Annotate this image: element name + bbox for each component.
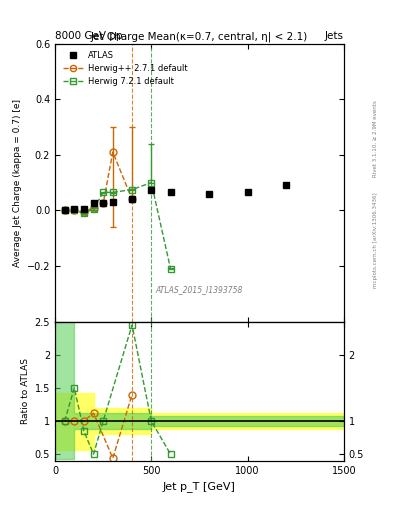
Title: Jet Charge Mean(κ=0.7, central, η| < 2.1): Jet Charge Mean(κ=0.7, central, η| < 2.1… [91,31,308,42]
Text: Rivet 3.1.10, ≥ 2.9M events: Rivet 3.1.10, ≥ 2.9M events [373,100,378,177]
Y-axis label: Average Jet Charge (kappa = 0.7) [e]: Average Jet Charge (kappa = 0.7) [e] [13,99,22,267]
Text: 8000 GeV pp: 8000 GeV pp [55,31,123,41]
Text: ATLAS_2015_I1393758: ATLAS_2015_I1393758 [156,285,243,294]
X-axis label: Jet p_T [GeV]: Jet p_T [GeV] [163,481,236,492]
Y-axis label: Ratio to ATLAS: Ratio to ATLAS [22,358,31,424]
Legend: ATLAS, Herwig++ 2.7.1 default, Herwig 7.2.1 default: ATLAS, Herwig++ 2.7.1 default, Herwig 7.… [59,48,191,90]
Text: Jets: Jets [325,31,344,41]
Text: mcplots.cern.ch [arXiv:1306.3436]: mcplots.cern.ch [arXiv:1306.3436] [373,193,378,288]
